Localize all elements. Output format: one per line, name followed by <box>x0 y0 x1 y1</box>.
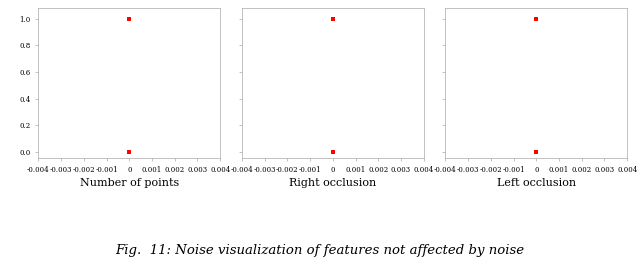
Text: Fig.  11: Noise visualization of features not affected by noise: Fig. 11: Noise visualization of features… <box>115 244 525 257</box>
X-axis label: Number of points: Number of points <box>79 178 179 188</box>
X-axis label: Right occlusion: Right occlusion <box>289 178 376 188</box>
X-axis label: Left occlusion: Left occlusion <box>497 178 576 188</box>
